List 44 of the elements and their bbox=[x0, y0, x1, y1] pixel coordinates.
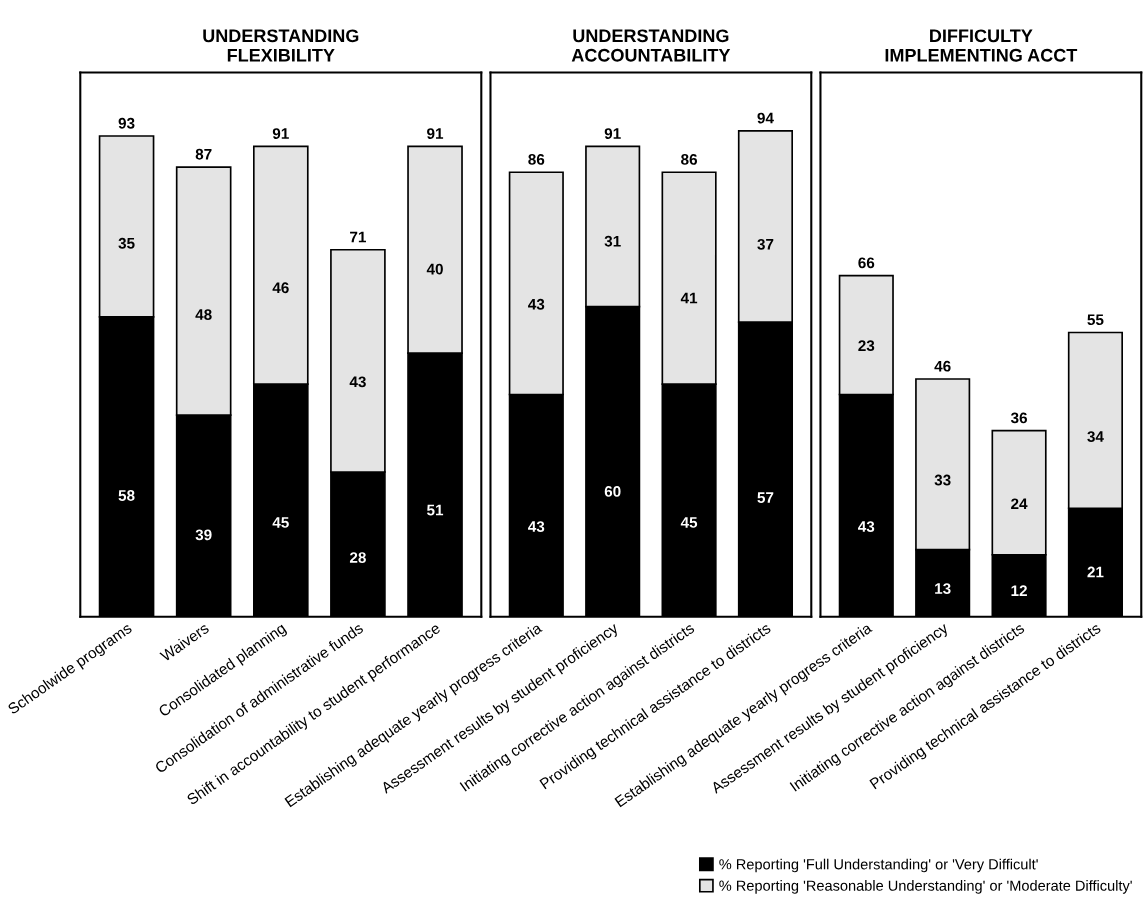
data-label: 24 bbox=[1011, 498, 1028, 510]
total-label: 36 bbox=[1010, 412, 1027, 424]
data-label: 39 bbox=[195, 529, 212, 541]
total-label: 87 bbox=[195, 148, 212, 160]
data-label: 13 bbox=[935, 583, 951, 594]
legend-label: % Reporting 'Reasonable Understanding' or 'Moderate Difficulty' bbox=[719, 880, 1132, 894]
total-label: 55 bbox=[1087, 314, 1104, 326]
total-label: 86 bbox=[528, 154, 545, 165]
data-label: 60 bbox=[604, 485, 621, 497]
total-label: 93 bbox=[118, 117, 135, 129]
total-label: 94 bbox=[757, 112, 774, 124]
data-label: 28 bbox=[349, 552, 366, 563]
data-label: 31 bbox=[604, 235, 621, 247]
data-label: 34 bbox=[1087, 431, 1104, 443]
data-label: 43 bbox=[349, 376, 366, 388]
data-label: 57 bbox=[757, 492, 774, 504]
data-label: 12 bbox=[1011, 585, 1027, 596]
chart-title: UNDERSTANDING FLEXIBILITY bbox=[203, 29, 359, 62]
total-label: 91 bbox=[272, 128, 289, 139]
data-label: 35 bbox=[118, 237, 135, 249]
total-label: 66 bbox=[858, 257, 875, 269]
total-label: 91 bbox=[604, 128, 621, 139]
data-label: 21 bbox=[1087, 566, 1104, 578]
data-label: 51 bbox=[427, 504, 444, 516]
legend-label: % Reporting 'Full Understanding' or 'Very Difficult' bbox=[719, 858, 1038, 873]
data-label: 37 bbox=[757, 238, 774, 250]
chart-title: DIFFICULTY IMPLEMENTING ACCT bbox=[885, 29, 1078, 62]
data-label: 58 bbox=[118, 490, 135, 501]
data-label: 23 bbox=[858, 340, 875, 352]
total-label: 71 bbox=[350, 231, 366, 243]
data-label: 43 bbox=[858, 521, 875, 532]
data-label: 43 bbox=[528, 298, 545, 310]
data-label: 40 bbox=[426, 263, 443, 275]
data-label: 45 bbox=[272, 517, 289, 528]
data-label: 46 bbox=[272, 282, 289, 294]
data-label: 41 bbox=[680, 292, 698, 304]
total-label: 46 bbox=[934, 360, 951, 372]
data-label: 48 bbox=[195, 309, 212, 321]
chart-title: UNDERSTANDING ACCOUNTABILITY bbox=[571, 29, 731, 62]
total-label: 86 bbox=[681, 154, 698, 165]
total-label: 91 bbox=[427, 128, 444, 139]
data-label: 45 bbox=[680, 517, 698, 528]
data-label: 33 bbox=[934, 474, 951, 486]
data-label: 43 bbox=[528, 521, 545, 532]
